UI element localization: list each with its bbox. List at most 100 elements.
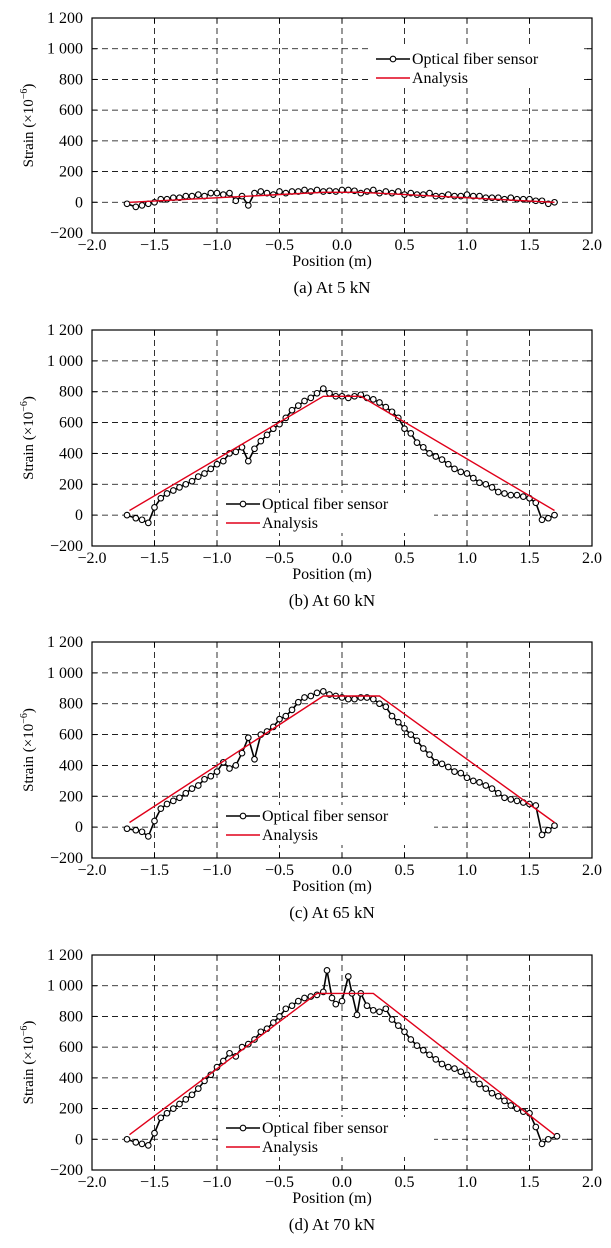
legend-label-sensor: Optical fiber sensor: [262, 1120, 389, 1137]
data-point: [194, 782, 202, 789]
x-tick-label: 1.0: [457, 1174, 477, 1191]
data-point: [188, 477, 196, 485]
data-point: [488, 1089, 496, 1097]
x-tick-label: 1.5: [520, 237, 540, 254]
x-tick-label: −1.5: [140, 1174, 169, 1191]
data-point: [463, 470, 471, 477]
data-point: [507, 491, 515, 499]
data-point: [182, 192, 190, 200]
data-point: [288, 706, 296, 714]
data-point: [451, 768, 458, 775]
y-tick-label: 0: [75, 194, 83, 211]
data-point: [382, 703, 390, 711]
data-point: [513, 491, 521, 499]
series-analysis: [129, 395, 555, 512]
data-point: [138, 202, 146, 209]
data-point: [388, 1016, 396, 1023]
data-point: [344, 973, 352, 980]
y-tick-label: 600: [59, 1039, 83, 1056]
data-point: [132, 826, 140, 834]
data-point: [363, 1002, 371, 1010]
y-tick-label: 400: [59, 445, 83, 462]
data-point: [438, 760, 446, 768]
panel-caption: (b) At 60 kN: [289, 591, 375, 610]
x-tick-label: −2.0: [77, 862, 106, 879]
y-tick-label: 1 000: [47, 353, 83, 370]
data-point: [544, 1135, 552, 1143]
data-point: [376, 399, 383, 406]
legend-label-sensor: Optical fiber sensor: [262, 496, 389, 513]
data-point: [182, 480, 190, 488]
x-tick-label: −1.0: [202, 1174, 231, 1191]
data-point: [257, 1028, 265, 1036]
y-tick-label: 0: [75, 507, 83, 524]
data-point: [188, 192, 196, 200]
data-point: [501, 794, 508, 802]
x-tick-label: 2.0: [582, 237, 602, 254]
plot-frame: [91, 954, 593, 1171]
data-point: [369, 695, 377, 703]
data-point: [494, 789, 502, 797]
legend: Optical fiber sensor Analysis: [222, 805, 434, 845]
data-point: [463, 774, 471, 782]
x-tick-label: −0.5: [265, 237, 294, 254]
data-point: [138, 516, 146, 524]
y-tick-label: 1 200: [47, 10, 83, 27]
data-point: [219, 457, 227, 465]
plot-frame: [91, 329, 593, 547]
data-point: [463, 1071, 471, 1079]
x-tick-label: −1.5: [140, 862, 169, 879]
data-point: [319, 188, 327, 195]
y-tick-label: 400: [59, 133, 83, 150]
data-point: [194, 191, 202, 198]
y-tick-label: 800: [59, 696, 83, 713]
data-point: [476, 1080, 483, 1088]
x-tick-label: −1.0: [202, 862, 231, 879]
chart-panel-1: −2.0 −1.5 −1.0 −0.5 0.0 0.5 1.0 1.5 2.0 −200 0 200 4…: [19, 10, 602, 297]
legend-sensor-marker: [239, 1124, 247, 1132]
data-point: [419, 191, 427, 198]
data-point: [507, 796, 515, 803]
legend-sensor-marker: [239, 812, 247, 820]
data-point: [482, 194, 490, 202]
data-point: [332, 1000, 340, 1008]
data-point: [432, 453, 440, 460]
plot-frame: [91, 17, 593, 234]
y-tick-label: 1 200: [47, 322, 83, 339]
x-tick-label: 2.0: [582, 1174, 602, 1191]
x-tick-label: 2.0: [582, 862, 602, 879]
x-tick-label: 0.0: [332, 1174, 352, 1191]
legend-background: [372, 48, 584, 88]
series-analysis: [129, 992, 555, 1136]
data-point: [276, 715, 283, 723]
data-point: [376, 700, 383, 708]
y-tick-label: 0: [75, 1131, 83, 1148]
data-point: [232, 197, 240, 205]
y-tick-label: −200: [50, 850, 83, 867]
data-point: [344, 695, 352, 703]
data-point: [251, 755, 258, 763]
data-point: [201, 775, 208, 783]
series-optical-fiber-sensor: [123, 385, 558, 527]
data-point: [551, 822, 558, 829]
data-point: [282, 1005, 290, 1013]
data-point: [201, 470, 208, 477]
data-point: [338, 997, 346, 1005]
data-point: [328, 994, 336, 1002]
data-point: [276, 188, 283, 195]
data-point: [313, 389, 321, 397]
data-point: [388, 712, 396, 720]
data-point: [538, 197, 546, 205]
data-point: [169, 1105, 177, 1112]
y-tick-label: −200: [50, 1162, 83, 1179]
data-point: [457, 468, 465, 476]
data-point: [294, 997, 302, 1005]
y-tick-label: 1 200: [47, 634, 83, 651]
y-tick-label: 200: [59, 1101, 83, 1118]
data-point: [363, 188, 371, 195]
data-point: [269, 1019, 277, 1026]
data-point: [163, 800, 171, 808]
data-point: [382, 1005, 390, 1013]
legend: Optical fiber sensor Analysis: [372, 48, 584, 88]
data-point: [553, 1132, 561, 1140]
